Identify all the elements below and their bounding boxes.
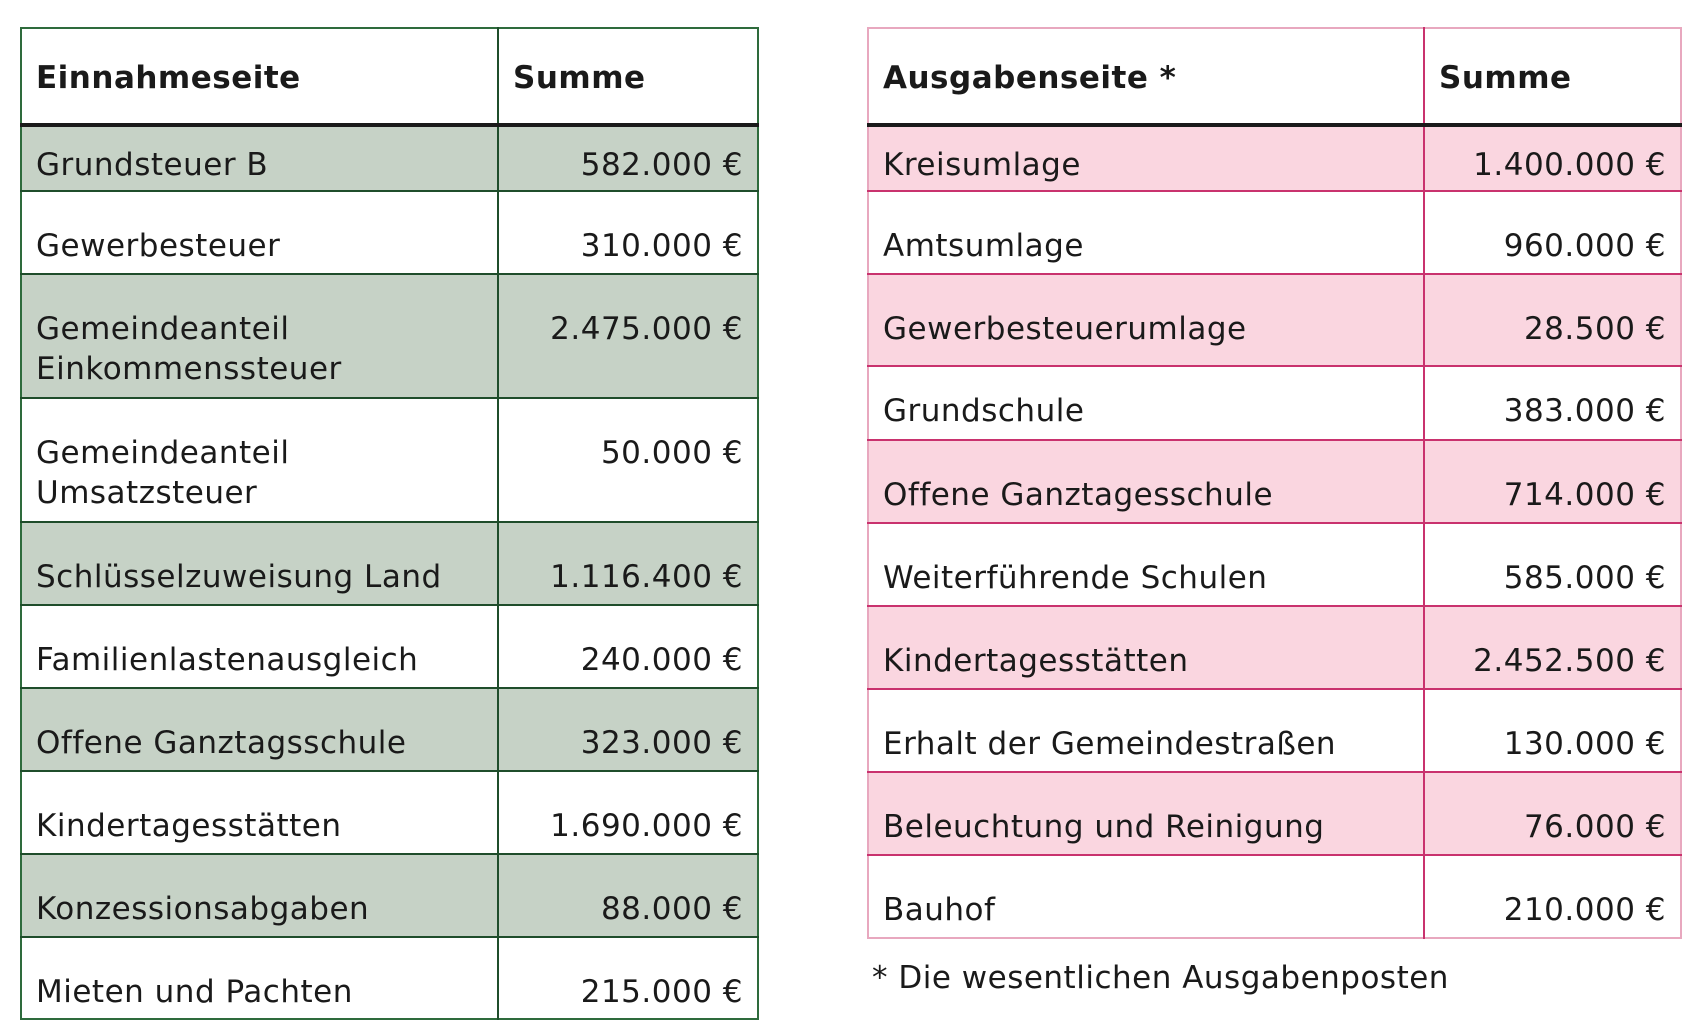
row-label: Grundsteuer B: [21, 124, 498, 191]
row-amount: 50.000 €: [497, 397, 758, 522]
row-label: Amtsumlage: [868, 190, 1424, 274]
row-label: Gewerbesteuer: [21, 190, 498, 274]
row-amount: 88.000 €: [497, 853, 758, 937]
table-row: Konzessionsabgaben 88.000 €: [21, 853, 758, 937]
income-table: Einnahmeseite Summe Grundsteuer B 582.00…: [20, 27, 759, 1020]
row-label: Bauhof: [868, 854, 1424, 938]
row-label: Mieten und Pachten: [21, 936, 498, 1019]
row-label: Schlüsselzuweisung Land: [21, 521, 498, 605]
row-label: Erhalt der Gemeindestraßen: [868, 688, 1424, 772]
row-amount: 2.452.500 €: [1423, 605, 1681, 689]
row-label: Kindertagesstätten: [868, 605, 1424, 689]
row-label: Familienlastenausgleich: [21, 604, 498, 688]
expense-table: Ausgabenseite * Summe Kreisumlage 1.400.…: [867, 27, 1682, 939]
income-header-sum: Summe: [497, 28, 758, 127]
table-row: Gewerbesteuer 310.000 €: [21, 190, 758, 274]
table-row: Schlüsselzuweisung Land 1.116.400 €: [21, 521, 758, 605]
row-amount: 585.000 €: [1423, 522, 1681, 606]
row-label: Grundschule: [868, 365, 1424, 440]
row-amount: 28.500 €: [1423, 273, 1681, 366]
row-label: Kindertagesstätten: [21, 770, 498, 854]
row-amount: 960.000 €: [1423, 190, 1681, 274]
row-label: Kreisumlage: [868, 124, 1424, 191]
table-row: Mieten und Pachten 215.000 €: [21, 936, 758, 1019]
row-label: Gemeindeanteil Einkommenssteuer: [21, 273, 498, 398]
expense-header-label: Ausgabenseite *: [868, 28, 1424, 127]
table-row: Bauhof 210.000 €: [868, 854, 1681, 938]
row-amount: 310.000 €: [497, 190, 758, 274]
row-label: Konzessionsabgaben: [21, 853, 498, 937]
row-amount: 323.000 €: [497, 687, 758, 771]
row-label: Weiterführende Schulen: [868, 522, 1424, 606]
table-row: Gewerbesteuerumlage 28.500 €: [868, 273, 1681, 366]
footnote: * Die wesentlichen Ausgabenposten: [872, 960, 1449, 996]
row-amount: 714.000 €: [1423, 439, 1681, 523]
row-label: Offene Ganztagesschule: [868, 439, 1424, 523]
row-label: Gemeindeanteil Umsatzsteuer: [21, 397, 498, 522]
table-row: Kreisumlage 1.400.000 €: [868, 124, 1681, 191]
expense-header-row: Ausgabenseite * Summe: [868, 28, 1681, 127]
table-row: Offene Ganztagesschule 714.000 €: [868, 439, 1681, 523]
row-amount: 240.000 €: [497, 604, 758, 688]
table-row: Offene Ganztagsschule 323.000 €: [21, 687, 758, 771]
row-amount: 1.116.400 €: [497, 521, 758, 605]
row-amount: 1.690.000 €: [497, 770, 758, 854]
row-amount: 1.400.000 €: [1423, 124, 1681, 191]
table-row: Gemeindeanteil Umsatzsteuer 50.000 €: [21, 397, 758, 522]
table-row: Weiterführende Schulen 585.000 €: [868, 522, 1681, 606]
income-header-label: Einnahmeseite: [21, 28, 498, 127]
table-row: Grundschule 383.000 €: [868, 365, 1681, 440]
table-row: Beleuchtung und Reinigung 76.000 €: [868, 771, 1681, 855]
income-header-row: Einnahmeseite Summe: [21, 28, 758, 127]
row-amount: 76.000 €: [1423, 771, 1681, 855]
expense-header-sum: Summe: [1423, 28, 1681, 127]
table-row: Kindertagesstätten 1.690.000 €: [21, 770, 758, 854]
row-amount: 582.000 €: [497, 124, 758, 191]
row-label: Gewerbesteuerumlage: [868, 273, 1424, 366]
row-amount: 210.000 €: [1423, 854, 1681, 938]
row-amount: 383.000 €: [1423, 365, 1681, 440]
row-amount: 2.475.000 €: [497, 273, 758, 398]
table-row: Grundsteuer B 582.000 €: [21, 124, 758, 191]
row-amount: 130.000 €: [1423, 688, 1681, 772]
row-label: Beleuchtung und Reinigung: [868, 771, 1424, 855]
table-row: Amtsumlage 960.000 €: [868, 190, 1681, 274]
row-label: Offene Ganztagsschule: [21, 687, 498, 771]
table-row: Erhalt der Gemeindestraßen 130.000 €: [868, 688, 1681, 772]
table-row: Gemeindeanteil Einkommenssteuer 2.475.00…: [21, 273, 758, 398]
table-row: Familienlastenausgleich 240.000 €: [21, 604, 758, 688]
row-amount: 215.000 €: [497, 936, 758, 1019]
table-row: Kindertagesstätten 2.452.500 €: [868, 605, 1681, 689]
